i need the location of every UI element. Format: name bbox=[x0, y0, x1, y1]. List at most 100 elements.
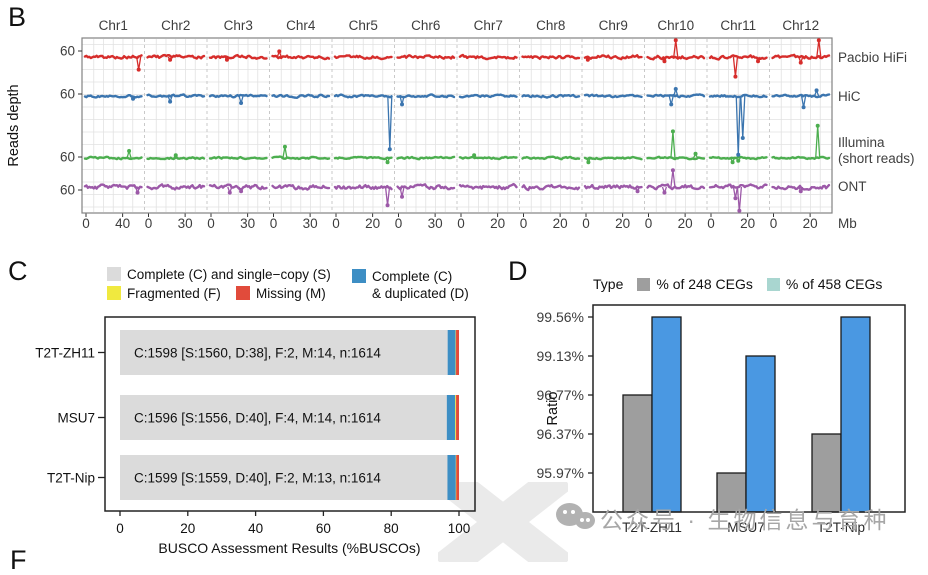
legend-title: Type bbox=[593, 276, 624, 292]
legend-label: Complete (C) & duplicated (D) bbox=[372, 269, 469, 301]
legend-item: Fragmented (F) bbox=[107, 285, 221, 302]
y-tick-label: 96.77% bbox=[537, 387, 584, 403]
watermark-text: 公众号 · 生物信息与育种 bbox=[600, 507, 890, 533]
x-tick-label: 0 bbox=[770, 216, 778, 231]
x-tick-label: 30 bbox=[303, 216, 318, 231]
chromosome-label: Chr3 bbox=[224, 18, 253, 33]
chromosome-label: Chr1 bbox=[99, 18, 128, 33]
depth-line bbox=[646, 54, 706, 61]
plot-border bbox=[81, 37, 833, 214]
series-label: ONT bbox=[838, 179, 867, 194]
depth-line bbox=[521, 93, 581, 99]
cegs-bar bbox=[716, 472, 747, 513]
series-label: Illumina bbox=[838, 135, 885, 150]
legend-item: Missing (M) bbox=[236, 285, 326, 302]
depth-anomaly bbox=[670, 170, 676, 188]
panel-label-b: B bbox=[8, 2, 27, 32]
depth-line bbox=[583, 183, 643, 191]
legend-swatch bbox=[352, 269, 366, 283]
x-tick-label: 20 bbox=[180, 521, 195, 536]
depth-anomaly bbox=[384, 186, 391, 206]
depth-line bbox=[771, 53, 831, 60]
depth-line bbox=[583, 93, 643, 99]
depth-line bbox=[208, 93, 268, 99]
x-tick-label: 80 bbox=[384, 521, 399, 536]
legend-swatch bbox=[637, 277, 651, 291]
depth-line bbox=[396, 93, 456, 99]
busco-segment-M bbox=[456, 455, 459, 500]
x-category-label: T2T-Nip bbox=[817, 520, 865, 535]
x-category-label: T2T-ZH11 bbox=[622, 520, 682, 535]
depth-line bbox=[208, 155, 268, 161]
figure-page: { "panel_labels": { "b": "B", "c": "C", … bbox=[6, 2, 915, 574]
x-tick-label: 100 bbox=[448, 521, 471, 536]
wechat-icon bbox=[556, 503, 598, 537]
chromosome-label: Chr12 bbox=[782, 18, 819, 33]
x-tick-label: 30 bbox=[428, 216, 443, 231]
busco-segment-D bbox=[446, 395, 456, 440]
depth-line bbox=[208, 53, 268, 60]
series-label: (short reads) bbox=[838, 151, 915, 166]
legend-label: Complete (C) and single−copy (S) bbox=[127, 267, 331, 282]
chromosome-label: Chr6 bbox=[411, 18, 440, 33]
y-tick-label: 60 bbox=[60, 150, 75, 165]
cegs-bar bbox=[745, 355, 776, 513]
busco-category-label: T2T-Nip bbox=[47, 471, 95, 486]
depth-anomaly bbox=[732, 56, 739, 77]
legend-label: Fragmented (F) bbox=[127, 286, 221, 301]
depth-line bbox=[83, 54, 143, 60]
x-tick-label: 20 bbox=[615, 216, 630, 231]
busco-segment-S bbox=[120, 330, 448, 375]
x-tick-label: 30 bbox=[240, 216, 255, 231]
busco-segment-M bbox=[456, 395, 459, 440]
x-tick-label: 20 bbox=[740, 216, 755, 231]
depth-line bbox=[458, 155, 518, 161]
x-tick-label: 0 bbox=[270, 216, 278, 231]
depth-line bbox=[396, 183, 456, 191]
x-tick-label: 0 bbox=[82, 216, 90, 231]
x-tick-label: 0 bbox=[116, 521, 124, 536]
depth-line bbox=[146, 183, 206, 191]
x-category-label: MSU7 bbox=[727, 520, 765, 535]
depth-line bbox=[333, 155, 393, 161]
depth-line bbox=[333, 54, 393, 61]
busco-bar-label: C:1599 [S:1559, D:40], F:2, M:13, n:1614 bbox=[134, 471, 381, 486]
x-tick-label: 20 bbox=[490, 216, 505, 231]
x-axis-title: BUSCO Assessment Results (%BUSCOs) bbox=[158, 540, 420, 556]
legend-item: Complete (C) and single−copy (S) bbox=[107, 266, 331, 283]
depth-line bbox=[521, 183, 581, 192]
legend-label: Missing (M) bbox=[256, 286, 326, 301]
x-tick-label: 20 bbox=[803, 216, 818, 231]
x-tick-label: 60 bbox=[316, 521, 331, 536]
panel-label-c: C bbox=[8, 256, 28, 286]
x-tick-label: 0 bbox=[332, 216, 340, 231]
y-tick-label: 96.37% bbox=[537, 426, 584, 442]
x-tick-label: 0 bbox=[645, 216, 653, 231]
cegs-bar bbox=[651, 316, 682, 513]
chromosome-label: Chr9 bbox=[599, 18, 628, 33]
legend-item: % of 248 CEGs bbox=[637, 276, 753, 292]
busco-segment-F bbox=[455, 330, 457, 375]
depth-line bbox=[771, 183, 831, 191]
depth-anomaly bbox=[815, 125, 821, 159]
x-tick-label: 0 bbox=[395, 216, 403, 231]
depth-line bbox=[271, 155, 331, 161]
legend-swatch bbox=[236, 286, 250, 300]
series-label: Pacbio HiFi bbox=[838, 50, 907, 65]
depth-line bbox=[333, 93, 393, 99]
busco-segment-S bbox=[120, 395, 447, 440]
depth-line bbox=[458, 93, 518, 99]
depth-line bbox=[146, 93, 206, 99]
depth-line bbox=[271, 93, 331, 100]
depth-line bbox=[83, 183, 143, 190]
busco-segment-S bbox=[120, 455, 448, 500]
busco-category-label: MSU7 bbox=[57, 411, 95, 426]
depth-line bbox=[271, 183, 331, 191]
depth-line bbox=[583, 155, 643, 161]
busco-bar-label: C:1596 [S:1556, D:40], F:4, M:14, n:1614 bbox=[134, 411, 381, 426]
legend-item: Complete (C) & duplicated (D) bbox=[352, 268, 469, 302]
x-tick-label: 40 bbox=[115, 216, 130, 231]
legend-label: % of 248 CEGs bbox=[656, 276, 753, 292]
depth-line bbox=[583, 54, 643, 61]
legend-swatch bbox=[107, 267, 121, 281]
